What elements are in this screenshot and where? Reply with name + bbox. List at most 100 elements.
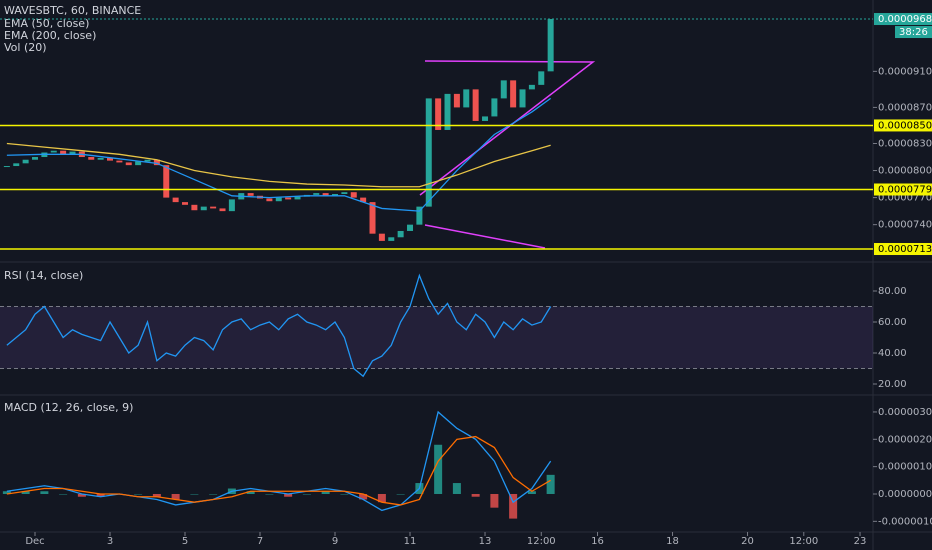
histogram-bar [527, 491, 536, 494]
indicator-label: MACD (12, 26, close, 9) [4, 401, 133, 414]
histogram-bar [246, 491, 255, 494]
candle [88, 157, 95, 160]
y-tick-label: 20.00 [878, 379, 907, 390]
ema-line [6, 97, 552, 212]
candle [341, 192, 348, 194]
histogram-bar [77, 493, 86, 497]
histogram-bar [59, 493, 68, 495]
y-tick-label: 0.0000740 [878, 220, 932, 231]
indicator-label: RSI (14, close) [4, 269, 83, 282]
candle [369, 202, 376, 234]
y-tick-label: 0.0000800 [878, 166, 932, 177]
histogram-bar [377, 493, 386, 503]
symbol-title: WAVESBTC, 60, BINANCE [4, 4, 141, 17]
histogram-bar [190, 493, 199, 495]
candle [350, 192, 357, 198]
candle [472, 89, 479, 121]
y-tick-label: 0.0000870 [878, 102, 932, 113]
candle [13, 163, 20, 167]
y-tick-label: 0.0000910 [878, 66, 932, 77]
histogram-bar [340, 493, 349, 495]
candle [313, 193, 320, 195]
countdown-label: 38:26 [899, 27, 928, 38]
histogram-bar [452, 483, 461, 494]
histogram-bar [321, 491, 330, 494]
candle [116, 160, 123, 163]
histogram-bar [359, 493, 368, 500]
histogram-bar [434, 444, 443, 494]
candle [444, 93, 451, 130]
histogram-bar [302, 493, 311, 495]
level-label-box [874, 183, 932, 196]
candle [210, 206, 217, 209]
candle [519, 89, 526, 108]
macd-line [6, 410, 552, 512]
histogram-bar [396, 493, 405, 495]
level-label: 0.0000850 [878, 120, 932, 131]
candle [332, 193, 339, 196]
candle [360, 197, 367, 203]
candle [510, 80, 517, 108]
y-tick-label: 60.00 [878, 317, 907, 328]
candle [69, 151, 76, 155]
level-label-box [874, 119, 932, 132]
candle [32, 157, 39, 160]
candle [538, 71, 545, 85]
candle [163, 165, 170, 198]
x-tick-label: 20 [741, 536, 754, 547]
candle [50, 150, 57, 153]
macd-line [6, 435, 551, 506]
candle [172, 197, 179, 203]
candle [247, 193, 254, 196]
candle [60, 150, 67, 155]
candle [153, 159, 160, 166]
indicator-label: EMA (50, close) [4, 17, 89, 30]
candle [407, 224, 414, 231]
level-label: 0.0000779 [878, 184, 932, 195]
candle [191, 204, 198, 211]
candle [547, 19, 554, 72]
y-tick-label: 0.0000000 [878, 489, 932, 500]
rsi-band [0, 306, 873, 369]
candle [125, 162, 132, 166]
candle [144, 159, 151, 162]
y-tick-label: 0.0000010 [878, 462, 932, 473]
candle [453, 93, 460, 108]
y-tick-label: 80.00 [878, 286, 907, 297]
x-tick-label: 5 [182, 536, 188, 547]
candle [3, 166, 10, 168]
x-tick-label: 7 [257, 536, 263, 547]
histogram-bar [21, 491, 30, 494]
x-tick-label: 12:00 [527, 536, 556, 547]
trend-drawing [424, 224, 546, 249]
candle [500, 80, 507, 99]
candle [275, 197, 282, 202]
x-tick-label: 3 [107, 536, 113, 547]
x-tick-label: 23 [854, 536, 867, 547]
x-tick-label: Dec [25, 536, 44, 547]
last-price-label: 0.0000968 [878, 14, 932, 25]
candle [266, 198, 273, 202]
histogram-bar [96, 493, 105, 497]
candle [228, 199, 235, 212]
candle [463, 89, 470, 108]
x-tick-label: 9 [332, 536, 338, 547]
indicator-label: EMA (200, close) [4, 29, 96, 42]
x-tick-label: 18 [666, 536, 679, 547]
plot [0, 19, 873, 519]
histogram-bar [171, 493, 180, 500]
histogram-bar [40, 491, 49, 494]
candle [435, 98, 442, 130]
candle [200, 206, 207, 211]
candle [322, 193, 329, 196]
y-tick-label: 40.00 [878, 348, 907, 359]
x-tick-label: 11 [404, 536, 417, 547]
candle [135, 161, 142, 166]
histogram-bar [490, 493, 499, 508]
candle [22, 159, 29, 164]
histogram-bar [209, 493, 218, 495]
y-tick-label: 0.0000830 [878, 138, 932, 149]
x-tick-label: 13 [479, 536, 492, 547]
